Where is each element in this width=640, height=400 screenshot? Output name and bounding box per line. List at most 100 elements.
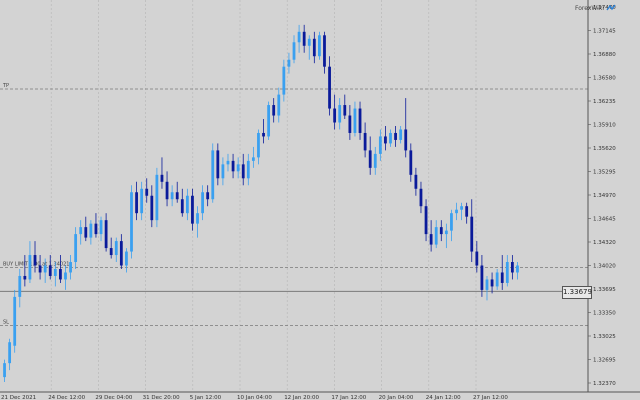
candle-body [328,66,331,109]
candle [33,241,37,273]
candle [165,171,169,207]
candle-body [191,195,194,224]
price-tick-label: 1.35620 [593,146,616,152]
candle [18,268,22,308]
candle-body [246,160,250,179]
candle [125,248,128,273]
candle [338,98,342,130]
candle-body [140,188,144,214]
candle [287,52,291,74]
candle-body [338,105,342,123]
price-tick-label: 1.35910 [593,123,616,129]
candle [450,209,453,242]
candle [282,59,286,102]
candle-body [450,213,453,231]
candle-body [69,262,72,273]
candle [43,258,47,283]
price-axis: 1.37470 1.37145 1.36880 1.36580 1.36235 1.359… [588,5,616,387]
candle [89,220,93,245]
candle-body [165,181,169,200]
candle [434,220,438,249]
candle [175,181,179,203]
candle [3,359,6,382]
candle-body [358,108,362,133]
candle-body [94,223,98,235]
candle-body [262,132,265,137]
candle [389,129,392,147]
time-tick-label: 27 Jan 12:00 [473,395,508,400]
candle [231,153,235,179]
candle-body [160,174,164,182]
candle-body [84,227,88,238]
candle [196,206,199,238]
candle [251,146,255,168]
current-price-tag: 1.33679 [562,286,592,299]
candle [312,31,316,64]
price-tick-label: 1.36235 [593,99,616,105]
candle [485,275,489,301]
candle-body [409,150,413,175]
candle [38,255,42,280]
candle [8,338,12,371]
candle-body [460,206,463,210]
candle [318,31,321,60]
candle [74,227,78,269]
candle-body [221,164,225,179]
time-tick-label: 31 Dec 20:00 [143,395,180,400]
candle [480,255,484,297]
price-tick-label: 1.36580 [593,76,616,82]
candle-body [196,213,199,224]
candle-body [53,268,57,276]
candle-body [378,136,382,154]
price-tick-label: 1.33025 [593,334,616,340]
candle-body [13,296,17,346]
candle-body [363,132,367,151]
chart-grid [50,0,477,392]
candle [307,35,311,60]
candle [191,188,194,231]
candle-body [302,31,306,46]
candle-body [155,174,159,221]
candle-body [257,132,260,158]
candle-body [79,227,83,235]
candle [170,185,174,207]
candle [145,178,149,203]
candle [495,268,499,290]
candle [394,125,397,147]
candle-body [175,192,179,200]
candle [343,94,347,120]
candle-body [434,227,438,245]
candle [13,289,17,353]
time-tick-label: 10 Jan 04:00 [237,395,272,400]
candle [221,157,225,186]
candle [130,185,133,259]
candle-body [33,255,37,266]
time-tick-label: 12 Jan 20:00 [284,395,319,400]
time-tick-label: 24 Dec 12:00 [48,395,85,400]
candle-body [318,35,321,57]
candle-body [333,108,337,123]
candle-body [323,35,326,67]
take-profit-label: TP [2,83,9,89]
candle-body [353,108,357,133]
price-tick-label: 1.37145 [593,29,616,35]
candle [119,234,123,269]
candle [114,237,118,263]
candle-body [38,265,42,273]
candle [516,262,519,280]
watermark: ForexWiki [575,4,616,12]
price-tick-label: 1.34320 [593,240,616,246]
candle [99,216,103,242]
candle-body [272,105,276,116]
candle [455,202,458,221]
candle [135,181,138,221]
price-tick-label: 1.33695 [593,287,616,293]
candle-body [89,223,93,238]
time-tick-label: 17 Jan 12:00 [331,395,366,400]
candle-body [180,199,184,214]
candle-body [384,136,387,144]
candle [429,220,433,252]
